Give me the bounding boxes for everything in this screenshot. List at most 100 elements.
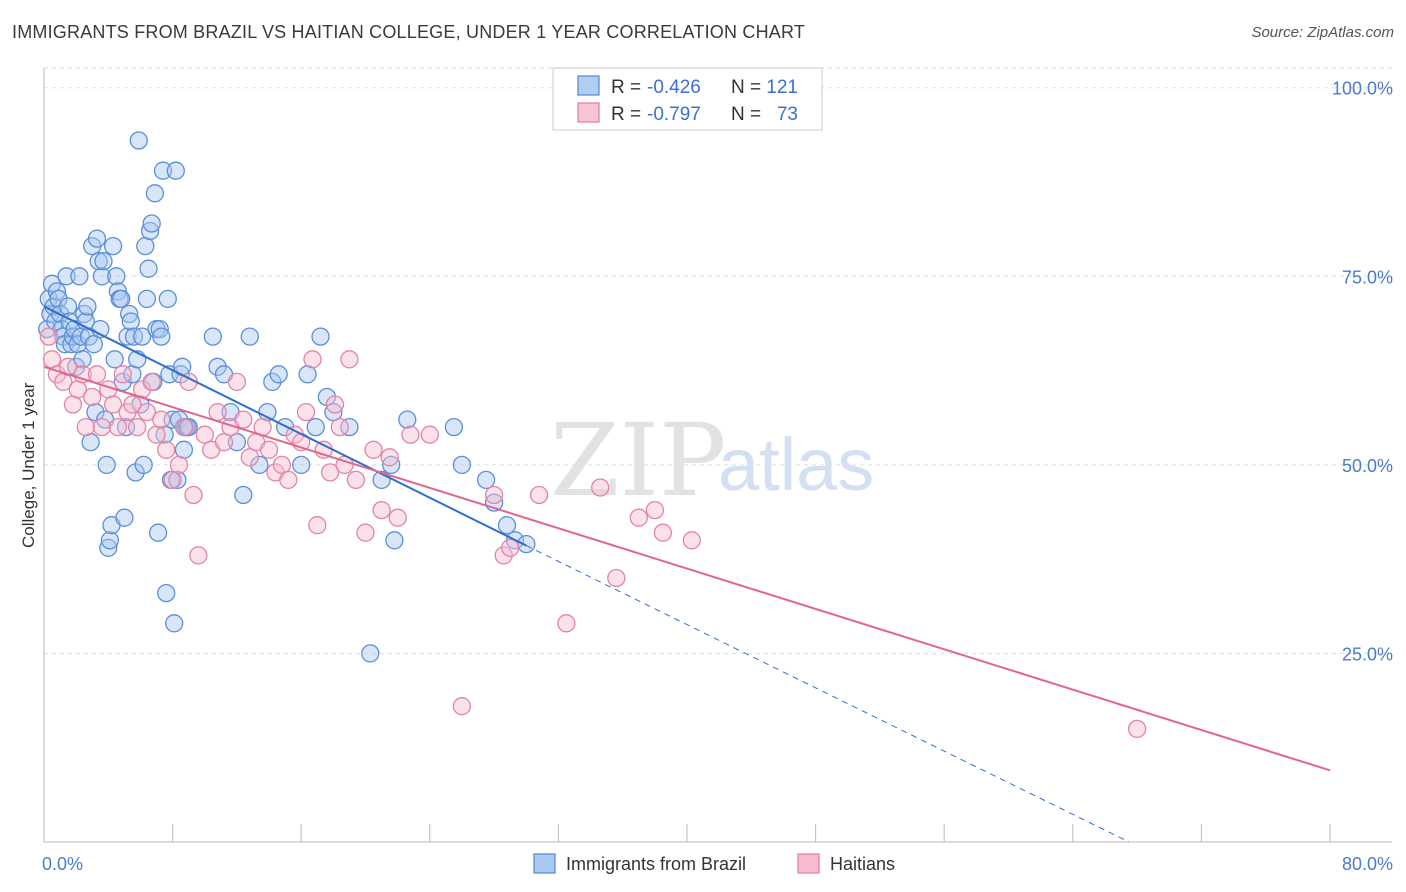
point-brazil-25 <box>78 297 97 316</box>
point-brazil-113 <box>444 417 464 437</box>
y-tick-labels: 25.0% 50.0% 75.0% 100.0% <box>1332 79 1393 665</box>
point-brazil-115 <box>476 470 496 490</box>
point-brazil-48 <box>115 508 134 527</box>
watermark-zip: ZIP <box>550 402 726 519</box>
point-brazil-60 <box>134 455 153 475</box>
point-brazil-32 <box>89 252 108 271</box>
point-brazil-7 <box>49 289 68 309</box>
point-haitian-44 <box>279 470 298 490</box>
legend: R = -0.426 N = 121 R = -0.797 N = 73 <box>552 67 823 131</box>
point-haitian-17 <box>123 395 142 414</box>
point-brazil-62 <box>137 289 157 309</box>
point-brazil-12 <box>57 267 76 286</box>
legend-r-label-0: R = <box>611 77 641 98</box>
point-haitian-14 <box>108 417 128 437</box>
point-brazil-89 <box>203 327 222 346</box>
point-brazil-81 <box>168 470 187 490</box>
point-haitian-76 <box>1127 719 1147 739</box>
bottom-legend-swatch-1 <box>797 853 820 874</box>
point-haitian-5 <box>63 395 83 414</box>
point-haitian-38 <box>240 448 259 467</box>
point-brazil-93 <box>227 433 247 452</box>
point-brazil-41 <box>103 236 123 256</box>
grid-lines <box>44 67 1392 654</box>
point-brazil-30 <box>86 402 105 422</box>
point-brazil-27 <box>81 433 100 452</box>
point-haitian-72 <box>629 508 648 527</box>
point-haitian-15 <box>113 365 132 384</box>
legend-swatch-1 <box>577 102 600 123</box>
point-brazil-107 <box>340 417 359 437</box>
point-brazil-39 <box>100 531 120 550</box>
point-haitian-70 <box>591 478 610 497</box>
point-brazil-51 <box>120 304 139 324</box>
point-brazil-22 <box>73 350 92 369</box>
point-brazil-47 <box>113 372 132 392</box>
point-haitian-69 <box>557 614 576 633</box>
bottom-legend-label-0: Immigrants from Brazil <box>566 854 746 874</box>
point-brazil-64 <box>140 221 160 241</box>
point-brazil-79 <box>165 614 184 633</box>
point-haitian-33 <box>208 402 227 422</box>
point-brazil-31 <box>87 229 107 248</box>
point-haitian-68 <box>529 485 549 505</box>
point-brazil-111 <box>385 531 404 550</box>
point-brazil-72 <box>153 161 173 180</box>
point-haitian-62 <box>401 425 420 444</box>
x-tick-label-min: 0.0% <box>42 854 83 874</box>
y-tick-label-0: 25.0% <box>1342 644 1393 664</box>
point-brazil-52 <box>121 312 140 331</box>
point-haitian-52 <box>325 395 345 414</box>
point-brazil-95 <box>240 327 259 346</box>
point-brazil-65 <box>142 214 161 233</box>
point-brazil-13 <box>58 297 78 316</box>
point-haitian-29 <box>184 485 203 505</box>
point-haitian-26 <box>169 455 189 475</box>
point-brazil-85 <box>174 440 194 459</box>
point-brazil-37 <box>97 455 116 475</box>
y-tick-label-3: 100.0% <box>1332 79 1393 99</box>
chart-source: Source: ZipAtlas.com <box>1251 24 1394 41</box>
legend-n-label-1: N = <box>731 104 761 125</box>
point-haitian-27 <box>174 417 194 437</box>
y-axis-label: College, Under 1 year <box>19 382 38 548</box>
point-haitian-30 <box>189 546 208 565</box>
point-brazil-67 <box>145 184 165 203</box>
point-haitian-20 <box>137 402 157 422</box>
point-haitian-0 <box>39 327 58 346</box>
point-brazil-6 <box>47 282 67 301</box>
point-haitian-41 <box>259 440 279 459</box>
point-brazil-110 <box>382 455 401 475</box>
point-brazil-38 <box>99 538 118 557</box>
point-brazil-15 <box>62 335 81 354</box>
point-haitian-59 <box>372 500 391 520</box>
point-brazil-103 <box>306 417 325 437</box>
point-brazil-42 <box>105 350 124 369</box>
point-haitian-75 <box>682 531 701 550</box>
legend-n-label-0: N = <box>731 77 761 98</box>
point-haitian-21 <box>142 372 161 392</box>
point-brazil-117 <box>497 516 517 535</box>
point-brazil-43 <box>107 267 126 286</box>
point-brazil-99 <box>269 365 288 384</box>
point-haitian-65 <box>484 485 504 505</box>
bottom-legend-label-1: Haitians <box>830 854 895 874</box>
point-brazil-80 <box>166 161 185 180</box>
point-haitian-51 <box>320 463 340 482</box>
point-haitian-34 <box>214 433 234 452</box>
point-haitian-23 <box>152 410 171 429</box>
trend-lines <box>43 305 1331 843</box>
point-brazil-50 <box>118 327 137 346</box>
point-haitian-56 <box>346 470 366 490</box>
point-brazil-104 <box>311 327 330 346</box>
point-brazil-88 <box>179 417 198 437</box>
watermark: ZIP atlas <box>550 402 874 519</box>
point-haitian-60 <box>380 448 399 467</box>
point-brazil-20 <box>70 267 89 286</box>
legend-n-value-0: 121 <box>766 77 798 98</box>
point-haitian-66 <box>494 546 513 565</box>
point-haitian-10 <box>87 365 107 384</box>
point-brazil-94 <box>234 485 253 505</box>
x-tick-labels: 0.0% 80.0% <box>42 854 1393 874</box>
